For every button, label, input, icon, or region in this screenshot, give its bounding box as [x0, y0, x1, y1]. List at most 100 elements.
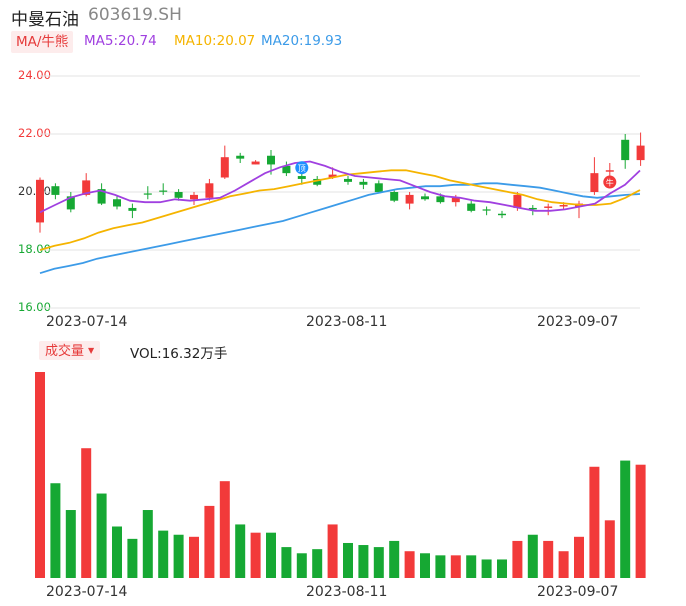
candle-body: [544, 206, 553, 208]
candle-body: [513, 194, 522, 208]
volume-bar: [173, 534, 184, 578]
volume-bar: [389, 540, 400, 578]
ma20-legend: MA20:19.93: [261, 33, 343, 49]
volume-bar: [96, 493, 107, 578]
volume-bar: [450, 555, 461, 578]
candle-body: [51, 186, 60, 195]
candle-body: [390, 192, 399, 201]
volume-bar: [112, 526, 122, 578]
y-tick-label: 22.00: [18, 126, 51, 140]
candle-body: [636, 145, 645, 161]
candle-body: [205, 183, 214, 198]
volume-readout: VOL:16.32万手: [130, 346, 228, 362]
signal-marker-label: 顶: [298, 164, 306, 173]
ma-indicator-tag[interactable]: MA/牛熊: [11, 31, 74, 53]
candle-body: [159, 190, 168, 192]
volume-bar: [404, 551, 415, 578]
volume-bar: [158, 530, 169, 578]
candle-body: [467, 203, 476, 211]
candle-body: [190, 194, 198, 200]
stock-code: 603619.SH: [88, 5, 182, 25]
candle-body: [251, 161, 260, 165]
volume-bar: [589, 466, 600, 578]
candle-body: [66, 196, 75, 210]
volume-bar: [296, 553, 307, 578]
volume-bar: [35, 372, 45, 578]
volume-bar: [435, 555, 446, 578]
candle-body: [328, 174, 337, 178]
volume-bar: [189, 536, 199, 578]
candle-body: [174, 192, 183, 198]
candle-body: [97, 189, 106, 204]
volume-bar: [327, 524, 338, 578]
volume-bar: [497, 559, 507, 578]
volume-bar: [527, 534, 538, 578]
volume-bar: [81, 448, 92, 578]
candle-body: [113, 199, 121, 207]
candle-body: [313, 178, 322, 185]
volume-bar: [50, 483, 61, 578]
candle-body: [436, 196, 445, 203]
volume-bar: [620, 460, 631, 578]
volume-bar: [604, 520, 615, 578]
volume-bar: [219, 481, 230, 578]
ma10-line: [39, 169, 641, 251]
volume-bar: [204, 505, 215, 578]
candle-body: [36, 179, 44, 223]
volume-bar: [635, 464, 646, 578]
volume-bar: [235, 524, 246, 578]
volume-indicator-tag[interactable]: 成交量 ▼: [39, 341, 101, 360]
candle-body: [590, 173, 599, 192]
volume-bar: [574, 536, 584, 578]
volume-bar: [266, 532, 276, 578]
bull-signal-marker: [603, 175, 617, 189]
y-tick-label: 24.00: [18, 68, 51, 82]
volume-bar: [281, 547, 292, 578]
ma20-line: [39, 182, 641, 275]
caret-down-icon: ▼: [88, 346, 95, 355]
volume-bar: [358, 545, 369, 578]
candle-body: [559, 205, 568, 207]
stock-name: 中曼石油: [11, 10, 79, 30]
y-tick-label: 18.00: [18, 242, 51, 256]
volume-bar: [481, 559, 492, 578]
candle-body: [236, 155, 245, 159]
volume-bar: [420, 553, 430, 578]
candle-body: [282, 165, 291, 174]
ma10-legend: MA10:20.07: [174, 33, 256, 49]
candle-body: [344, 178, 352, 182]
candle-body: [359, 181, 368, 185]
volume-bar: [558, 551, 569, 578]
candle-body: [405, 194, 414, 204]
volume-bar: [127, 538, 138, 578]
volume-bar: [250, 532, 261, 578]
candle-body: [143, 193, 152, 195]
x-date-label: 2023-09-07: [537, 584, 619, 600]
x-date-label: 2023-08-11: [306, 584, 388, 600]
volume-bar: [466, 555, 477, 578]
volume-bar: [373, 547, 384, 578]
volume-tag-label: 成交量: [45, 344, 85, 359]
volume-bar: [343, 542, 353, 578]
signal-marker-label: 牛: [606, 178, 614, 188]
volume-bar: [312, 549, 323, 578]
candle-body: [498, 213, 506, 216]
x-date-label: 2023-07-14: [46, 584, 128, 600]
volume-bar: [142, 510, 153, 578]
top-signal-marker: [295, 161, 309, 175]
ma5-line: [39, 160, 641, 214]
volume-bar: [512, 540, 523, 578]
candle-body: [128, 207, 137, 211]
candle-body: [528, 207, 537, 210]
candle-body: [82, 180, 91, 195]
candle-body: [621, 139, 630, 161]
candle-body: [220, 157, 229, 178]
y-tick-label: 16.00: [18, 300, 51, 314]
volume-bar: [543, 540, 554, 578]
volume-bar: [65, 510, 76, 578]
candle-body: [297, 176, 306, 179]
x-date-label: 2023-09-07: [537, 314, 619, 330]
candle-body: [374, 183, 383, 192]
candle-body: [605, 170, 614, 172]
